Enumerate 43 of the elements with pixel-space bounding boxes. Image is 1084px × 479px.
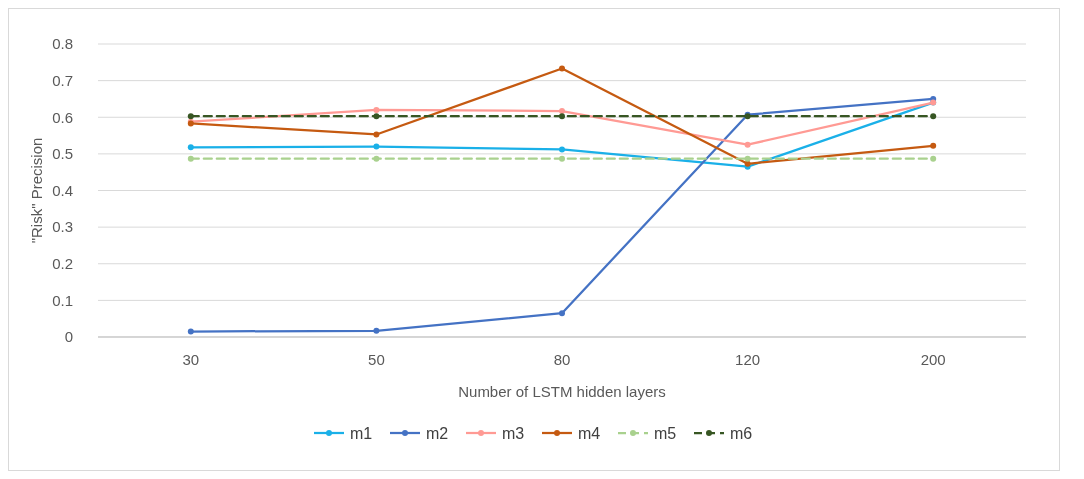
point [559,113,565,120]
point [744,141,751,148]
legend-label: m4 [578,424,601,442]
x-tick-label: 50 [368,351,385,368]
point [930,142,937,149]
y-tick-label: 0.6 [52,108,73,126]
point [373,155,380,162]
point [559,65,565,72]
x-tick-label: 30 [182,351,200,368]
point [373,327,380,334]
point [930,113,937,120]
point [187,155,194,162]
point [744,155,751,162]
y-axis-title: "Risk" Precision [28,137,45,244]
y-tick-label: 0.5 [52,145,73,163]
point [373,106,380,113]
point [930,155,937,162]
legend-label: m5 [654,424,677,442]
legend-label: m2 [426,424,449,442]
point [373,131,380,138]
point [187,144,194,151]
x-tick-label: 200 [920,351,946,368]
point [187,328,194,335]
point [559,155,565,162]
y-tick-label: 0.2 [52,255,73,272]
point [559,146,565,153]
x-tick-label: 120 [735,351,761,368]
point [187,113,194,120]
point [559,310,565,317]
y-tick-label: 0.3 [52,218,73,236]
legend-label: m3 [502,424,525,442]
point [373,143,380,150]
point [559,108,565,115]
x-tick-label: 80 [553,351,571,368]
legend-label: m6 [730,424,753,442]
x-axis-title: Number of LSTM hidden layers [458,383,666,400]
point [373,113,380,120]
legend-label: m1 [350,424,373,442]
y-tick-label: 0 [64,328,73,346]
y-tick-label: 0.7 [52,71,73,89]
y-tick-label: 0.4 [52,181,73,199]
y-tick-label: 0.1 [52,291,73,309]
y-tick-label: 0.8 [52,35,73,53]
